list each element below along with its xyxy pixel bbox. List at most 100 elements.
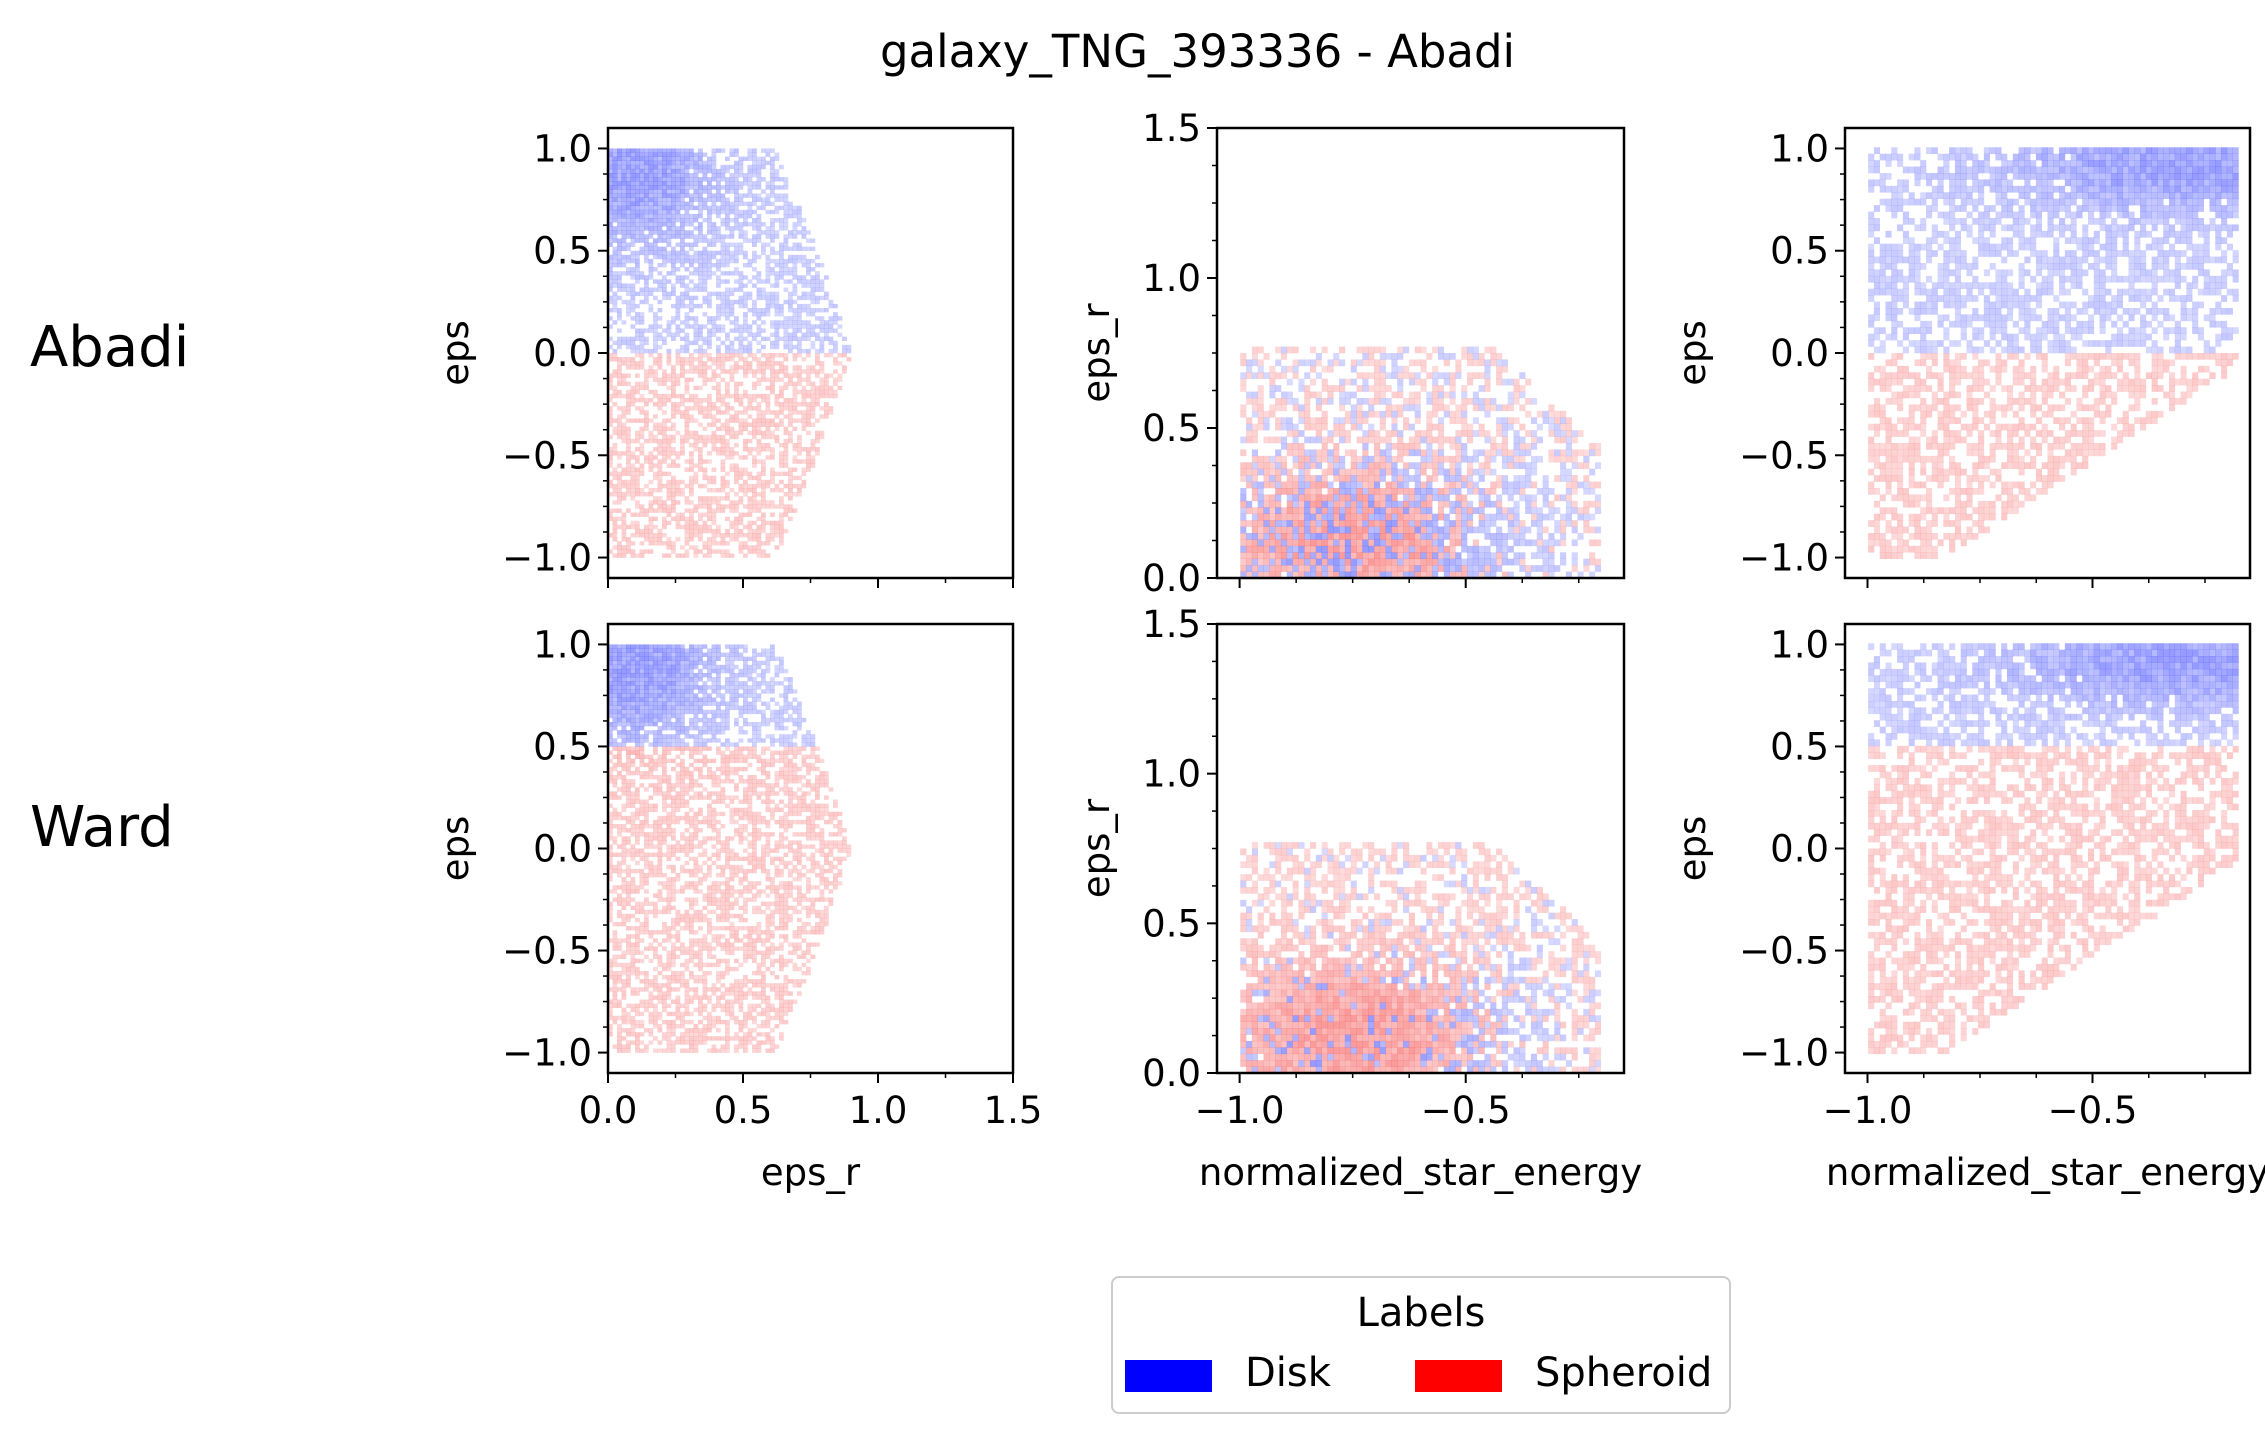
heatmap-cell [1583, 481, 1590, 489]
heatmap-cell [743, 512, 748, 517]
heatmap-cell [648, 168, 654, 174]
heatmap-cell [630, 148, 636, 153]
heatmap-cell [1385, 353, 1392, 360]
heatmap-cell [779, 512, 784, 517]
heatmap-cell [779, 369, 784, 374]
heatmap-cell [1891, 263, 1898, 270]
heatmap-cell [1397, 475, 1404, 482]
heatmap-cell [648, 242, 654, 247]
heatmap-cell [1414, 462, 1421, 470]
heatmap-cell [1403, 475, 1410, 482]
heatmap-cell [1920, 378, 1927, 386]
heatmap-cell [707, 258, 712, 264]
heatmap-cell [1385, 513, 1392, 521]
heatmap-cell [644, 398, 649, 403]
heatmap-cell [752, 533, 757, 538]
heatmap-cell [671, 320, 676, 325]
heatmap-cell [1286, 398, 1293, 405]
heatmap-cell [707, 177, 712, 182]
heatmap-cell [648, 520, 654, 526]
heatmap-cell [792, 385, 798, 391]
heatmap-cell [734, 524, 739, 530]
heatmap-cell [729, 426, 735, 432]
heatmap-cell [1902, 430, 1909, 437]
heatmap-cell [752, 197, 757, 202]
heatmap-cell [765, 553, 771, 558]
heatmap-cell [1321, 475, 1328, 482]
heatmap-cell [608, 381, 613, 387]
heatmap-cell [630, 467, 636, 472]
heatmap-cell [1525, 481, 1532, 489]
heatmap-cell [1292, 552, 1299, 560]
heatmap-cell [1908, 166, 1915, 174]
heatmap-cell [815, 434, 820, 440]
heatmap-cell [644, 483, 649, 489]
heatmap-cell [657, 365, 663, 370]
heatmap-cell [1327, 481, 1334, 489]
heatmap-cell [797, 218, 802, 223]
heatmap-cell [653, 434, 658, 440]
heatmap-cell [657, 528, 663, 534]
heatmap-cell [716, 308, 721, 313]
heatmap-cell [801, 467, 807, 472]
heatmap-cell [1868, 218, 1875, 225]
heatmap-cell [1542, 545, 1549, 553]
heatmap-cell [1908, 327, 1915, 335]
heatmap-cell [1240, 353, 1247, 360]
heatmap-cell [729, 467, 735, 472]
heatmap-cell [716, 500, 721, 505]
heatmap-cell [711, 443, 717, 448]
heatmap-cell [626, 209, 631, 215]
heatmap-cell [743, 373, 748, 378]
heatmap-cell [1385, 398, 1392, 405]
heatmap-cell [698, 398, 703, 403]
heatmap-cell [1571, 430, 1578, 437]
heatmap-cell [779, 242, 784, 247]
heatmap-cell [1426, 494, 1433, 502]
heatmap-cell [639, 205, 645, 211]
heatmap-cell [1385, 507, 1392, 515]
heatmap-cell [1315, 545, 1322, 553]
heatmap-cell [675, 524, 681, 530]
heatmap-cell [1484, 545, 1491, 553]
heatmap-cell [1246, 558, 1253, 566]
heatmap-cell [1873, 269, 1881, 277]
heatmap-cell [702, 348, 708, 354]
heatmap-cell [765, 308, 771, 313]
heatmap-cell [1443, 378, 1450, 386]
heatmap-cell [1275, 455, 1282, 463]
heatmap-cell [779, 455, 784, 460]
heatmap-cell [648, 438, 654, 444]
heatmap-cell [1879, 423, 1886, 431]
heatmap-cell [662, 340, 667, 346]
heatmap-cell [693, 365, 699, 370]
heatmap-cell [779, 258, 784, 264]
heatmap-cell [725, 549, 730, 554]
heatmap-cell [792, 275, 798, 280]
heatmap-cell [689, 201, 694, 207]
heatmap-cell [1885, 481, 1892, 489]
heatmap-cell [1385, 526, 1392, 534]
heatmap-cell [1333, 500, 1340, 508]
heatmap-cell [621, 209, 627, 215]
heatmap-cell [671, 201, 676, 207]
heatmap-cell [1263, 520, 1270, 527]
heatmap-cell [707, 406, 712, 411]
heatmap-cell [752, 226, 757, 231]
heatmap-cell [752, 181, 757, 186]
heatmap-cell [770, 291, 775, 297]
heatmap-cell [797, 373, 802, 378]
heatmap-cell [725, 234, 730, 239]
heatmap-cell [1391, 571, 1398, 579]
heatmap-cell [1914, 198, 1921, 206]
heatmap-cell [815, 353, 820, 358]
heatmap-cell [698, 357, 703, 362]
heatmap-cell [756, 316, 762, 321]
heatmap-cell [720, 197, 726, 202]
heatmap-cell [639, 197, 645, 202]
heatmap-cell [1513, 526, 1520, 534]
heatmap-cell [644, 512, 649, 517]
heatmap-cell [1891, 275, 1898, 283]
heatmap-cell [1467, 455, 1474, 463]
heatmap-cell [734, 336, 739, 342]
